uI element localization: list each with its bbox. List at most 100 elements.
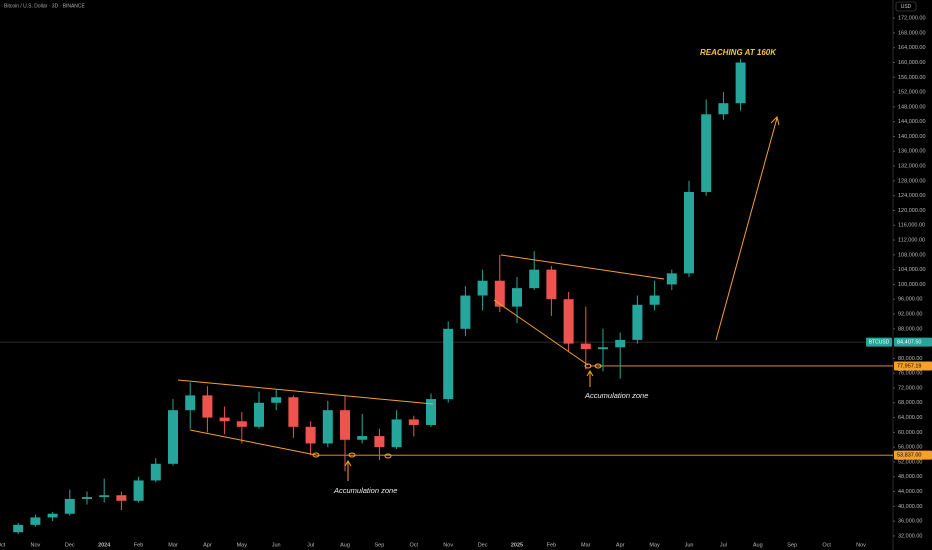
y-tick-label: 36,000.00	[898, 519, 922, 525]
candle-body	[529, 269, 540, 289]
y-tick-label: 100,000.00	[898, 282, 926, 288]
candle-body	[82, 497, 92, 499]
candle-body	[202, 395, 213, 418]
x-tick-label: Aug	[753, 542, 763, 548]
y-tick-label: 168,000.00	[898, 30, 926, 36]
marker	[348, 452, 356, 458]
y-tick-label: 148,000.00	[898, 104, 926, 110]
x-tick-label: Sep	[375, 542, 385, 548]
trendline	[189, 429, 317, 456]
price-tag	[894, 361, 932, 371]
y-tick-label: 160,000.00	[898, 60, 926, 66]
candle-body	[236, 421, 247, 427]
y-tick-label: 136,000.00	[898, 149, 926, 155]
candle-body	[580, 343, 591, 350]
x-tick-label: Apr	[616, 542, 625, 548]
y-tick-label: 132,000.00	[898, 164, 926, 170]
y-tick-label: 52,000.00	[898, 459, 922, 465]
marker	[312, 452, 320, 458]
candle-body	[546, 269, 557, 300]
annotation: REACHING AT 160K	[700, 48, 777, 57]
candle-body	[185, 395, 196, 411]
chart-title: Bitcoin / U.S. Dollar · 3D · BINANCE	[4, 3, 86, 9]
y-tick-label: 56,000.00	[898, 445, 922, 451]
y-tick-label: 172,000.00	[898, 16, 926, 22]
arrow-head	[586, 370, 594, 377]
arrow-head	[344, 460, 352, 467]
x-tick-label: May	[649, 542, 660, 548]
x-tick-label: May	[237, 542, 248, 548]
arrow	[715, 117, 778, 341]
y-tick-label: 96,000.00	[898, 297, 922, 303]
candle-body	[322, 410, 333, 444]
x-tick-label: Oct	[410, 542, 419, 548]
candle-body	[615, 339, 626, 348]
x-tick-label: Mar	[581, 542, 591, 548]
y-tick-label: 128,000.00	[898, 178, 926, 184]
x-tick-label: Jul	[720, 542, 727, 548]
trendline	[500, 254, 665, 280]
x-tick-label: Nov	[856, 542, 866, 548]
x-tick-label: Jun	[685, 542, 694, 548]
candle-body	[133, 480, 144, 501]
y-tick-label: 72,000.00	[898, 385, 922, 391]
candle-body	[340, 410, 350, 440]
y-tick-label: 156,000.00	[898, 75, 926, 81]
candle-body	[47, 513, 58, 518]
y-tick-label: 144,000.00	[898, 119, 926, 125]
marker	[584, 363, 592, 369]
x-tick-label: Nov	[443, 542, 453, 548]
y-tick-label: 80,000.00	[898, 356, 922, 362]
price-tag	[894, 450, 932, 460]
x-tick-label: Jul	[307, 542, 314, 548]
currency-button[interactable]	[895, 1, 917, 12]
candle-body	[408, 419, 419, 425]
price-tag-label: 53,837.00	[897, 453, 921, 459]
x-tick-label: Apr	[203, 542, 212, 548]
trendline	[177, 379, 434, 405]
x-tick-label: Nov	[31, 542, 41, 548]
x-tick-label: Oct	[0, 542, 6, 548]
y-tick-label: 116,000.00	[898, 223, 925, 229]
x-tick-label: Feb	[547, 542, 556, 548]
candle-body	[735, 62, 746, 104]
annotation: Accumulation zone	[333, 486, 397, 495]
y-tick-label: 60,000.00	[898, 430, 922, 436]
candle-body	[443, 328, 454, 400]
y-tick-label: 48,000.00	[898, 474, 922, 480]
candle-body	[150, 463, 161, 481]
symbol-tag-label: BTCUSD	[869, 339, 890, 345]
candle-body	[374, 436, 385, 448]
candle-body	[666, 273, 677, 285]
candle-body	[391, 419, 402, 448]
y-tick-label: 104,000.00	[898, 267, 926, 273]
y-tick-label: 88,000.00	[898, 326, 922, 332]
x-tick-label: Dec	[478, 542, 488, 548]
candle-body	[254, 402, 264, 427]
y-tick-label: 120,000.00	[898, 208, 926, 214]
trend-drawings	[177, 116, 780, 481]
candle-body	[718, 103, 729, 115]
x-tick-label: Dec	[65, 542, 75, 548]
price-tag-label: 84,407.50	[897, 340, 921, 346]
y-tick-label: 64,000.00	[898, 415, 922, 421]
candle-body	[598, 347, 608, 350]
x-tick-label: Aug	[340, 542, 350, 548]
y-tick-label: 92,000.00	[898, 311, 922, 317]
candle-body	[649, 295, 660, 305]
annotation: Accumulation zone	[584, 391, 648, 400]
candle-body	[426, 399, 436, 425]
candle-body	[494, 280, 505, 307]
candle-body	[30, 517, 41, 525]
x-tick-label: 2025	[511, 542, 523, 548]
candle-body	[460, 295, 471, 329]
candle-body	[357, 436, 368, 440]
candle-body	[168, 410, 178, 464]
y-tick-label: 32,000.00	[898, 533, 922, 539]
candle-body	[305, 426, 316, 444]
x-tick-label: Mar	[168, 542, 178, 548]
x-tick-label: Jun	[272, 542, 281, 548]
x-tick-label: Oct	[822, 542, 831, 548]
